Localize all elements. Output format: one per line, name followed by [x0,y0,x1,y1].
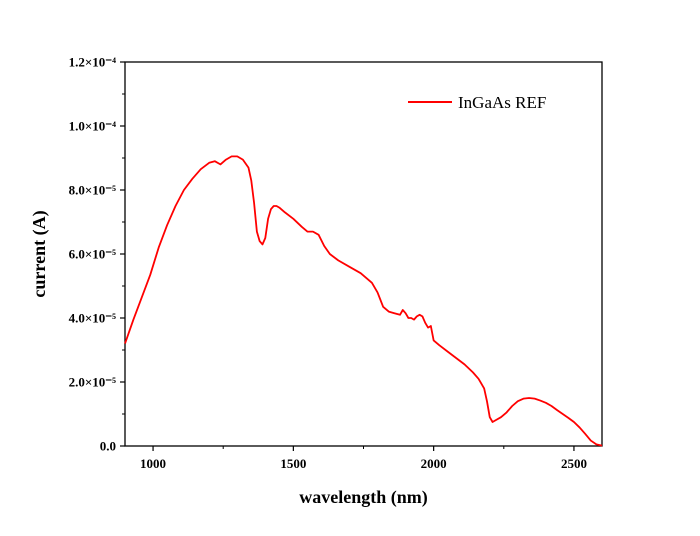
y-axis-title: current (A) [29,210,50,297]
plot-frame [124,61,603,447]
y-tick-label: 1.0×10⁻⁴ [69,119,117,134]
y-tick-label: 6.0×10⁻⁵ [69,247,117,262]
x-tick-label: 2000 [421,456,447,471]
x-axis-ticks: 1000 1500 2000 2500 [140,446,587,471]
y-tick-label: 0.0 [100,439,116,454]
y-tick-label: 1.2×10⁻⁴ [69,55,117,70]
legend: InGaAs REF [408,93,546,112]
y-tick-label: 4.0×10⁻⁵ [69,311,117,326]
y-tick-label: 8.0×10⁻⁵ [69,183,117,198]
y-tick-label: 2.0×10⁻⁵ [69,375,117,390]
series-layer [124,155,603,447]
x-tick-label: 1000 [140,456,166,471]
x-axis-title: wavelength (nm) [299,487,428,508]
y-axis-ticks: 0.0 2.0×10⁻⁵ 4.0×10⁻⁵ 6.0×10⁻⁵ 8.0×10⁻⁵ 1.0×1… [69,55,125,454]
series-line-ingaas-ref [124,155,603,447]
x-tick-label: 1500 [280,456,306,471]
x-tick-label: 2500 [561,456,587,471]
legend-label-ingaas-ref: InGaAs REF [458,93,546,112]
